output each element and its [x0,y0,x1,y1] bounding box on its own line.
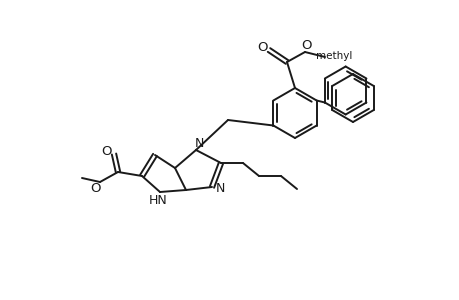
Text: O: O [101,145,112,158]
Text: O: O [257,40,268,53]
Text: methyl: methyl [315,51,352,61]
Text: O: O [90,182,101,194]
Text: N: N [215,182,224,196]
Text: HN: HN [148,194,167,206]
Text: O: O [301,38,312,52]
Text: N: N [194,136,203,149]
